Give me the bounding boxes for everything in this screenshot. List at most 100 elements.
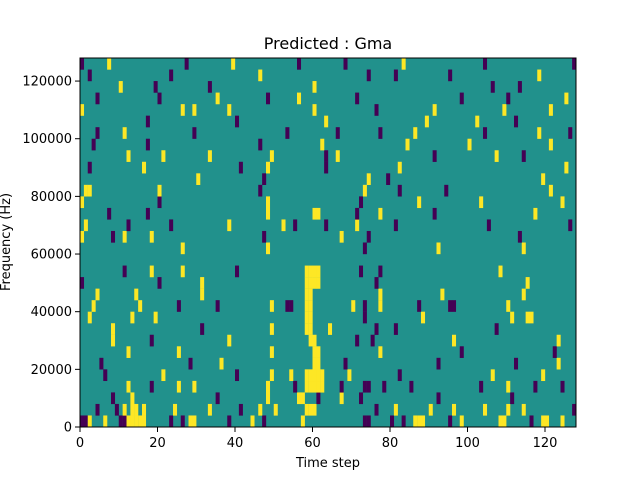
- heatmap-cell: [552, 346, 557, 358]
- heatmap-cell: [262, 173, 267, 185]
- heatmap-cell: [324, 115, 329, 128]
- heatmap-cell: [145, 138, 150, 151]
- heatmap-cell: [126, 380, 131, 393]
- heatmap-cell: [304, 277, 309, 289]
- heatmap-cell: [506, 300, 511, 312]
- heatmap-cell: [432, 207, 437, 220]
- heatmap-cell: [308, 380, 313, 393]
- heatmap-cell: [316, 369, 321, 382]
- heatmap-cell: [436, 392, 441, 405]
- heatmap-cell: [134, 403, 139, 416]
- heatmap-cell: [324, 161, 329, 174]
- heatmap-cell: [308, 300, 313, 312]
- heatmap-cell: [316, 346, 321, 358]
- heatmap-cell: [362, 184, 367, 197]
- plot-area: [79, 57, 577, 428]
- heatmap-cell: [304, 288, 309, 301]
- heatmap-cell: [560, 380, 565, 393]
- heatmap-cell: [529, 415, 534, 428]
- heatmap-cell: [479, 196, 484, 209]
- heatmap-cell: [308, 403, 313, 416]
- heatmap-cell: [80, 58, 85, 70]
- heatmap-cell: [572, 58, 577, 70]
- heatmap-cell: [459, 415, 464, 428]
- heatmap-cell: [312, 334, 317, 347]
- heatmap-cell: [304, 323, 309, 335]
- heatmap-cell: [285, 127, 290, 139]
- heatmap-cell: [83, 184, 88, 197]
- heatmap-cell: [421, 415, 426, 428]
- heatmap-cell: [452, 300, 457, 312]
- y-tick-label: 120000: [22, 75, 72, 90]
- heatmap-cell: [548, 104, 553, 116]
- heatmap-cell: [200, 277, 205, 289]
- heatmap-cell: [188, 415, 193, 428]
- heatmap-cell: [452, 334, 457, 347]
- heatmap-cell: [80, 277, 85, 289]
- heatmap-cell: [397, 184, 402, 197]
- heatmap-cell: [316, 392, 321, 405]
- heatmap-cell: [130, 415, 135, 428]
- heatmap-cell: [269, 369, 274, 382]
- heatmap-cell: [378, 207, 383, 220]
- heatmap-cell: [258, 69, 263, 82]
- heatmap-cell: [153, 81, 158, 93]
- heatmap-cell: [269, 300, 274, 312]
- heatmap-cell: [529, 311, 534, 324]
- heatmap-cell: [359, 265, 364, 278]
- heatmap-cell: [87, 161, 92, 174]
- heatmap-cell: [533, 380, 538, 393]
- heatmap-cell: [312, 265, 317, 278]
- heatmap-cell: [169, 69, 174, 82]
- heatmap-cell: [533, 207, 538, 220]
- heatmap-cell: [300, 392, 305, 405]
- heatmap-cell: [374, 104, 379, 116]
- heatmap-cell: [107, 58, 112, 70]
- heatmap-cell: [366, 69, 371, 82]
- heatmap-cell: [304, 380, 309, 393]
- heatmap-cell: [122, 403, 127, 416]
- heatmap-cell: [122, 230, 127, 243]
- heatmap-cell: [343, 357, 348, 370]
- heatmap-cell: [153, 311, 158, 324]
- heatmap-cell: [432, 104, 437, 116]
- heatmap-cell: [339, 392, 344, 405]
- x-axis-ticks: 0 20 40 60 80 100 120: [76, 427, 557, 451]
- heatmap-cell: [180, 415, 185, 428]
- heatmap-cell: [297, 58, 302, 70]
- heatmap-cell: [374, 277, 379, 289]
- heatmap-cell: [293, 219, 298, 232]
- heatmap-cell: [308, 311, 313, 324]
- heatmap-cell: [227, 219, 232, 232]
- heatmap-cell: [262, 415, 267, 428]
- heatmap-cell: [366, 380, 371, 393]
- heatmap-cell: [157, 196, 162, 209]
- heatmap-cell: [517, 81, 522, 93]
- y-tick-label: 60000: [31, 248, 72, 263]
- heatmap-cell: [510, 311, 515, 324]
- heatmap-cell: [134, 288, 139, 301]
- heatmap-cell: [196, 173, 201, 185]
- heatmap-cell: [424, 115, 429, 128]
- heatmap-cell: [192, 415, 197, 428]
- heatmap-cell: [126, 219, 131, 232]
- heatmap-cell: [192, 127, 197, 139]
- heatmap-cell: [486, 219, 491, 232]
- heatmap-cell: [339, 230, 344, 243]
- heatmap-cell: [118, 81, 123, 93]
- heatmap-cell: [393, 323, 398, 335]
- heatmap-cell: [149, 230, 154, 243]
- heatmap-cell: [192, 104, 197, 116]
- heatmap-cell: [297, 92, 302, 105]
- heatmap-cell: [227, 104, 232, 116]
- heatmap-cell: [304, 300, 309, 312]
- heatmap-cell: [215, 92, 220, 105]
- heatmap-cell: [521, 242, 526, 255]
- heatmap-cell: [200, 323, 205, 335]
- heatmap-cell: [494, 150, 499, 162]
- heatmap-cell: [142, 403, 147, 416]
- heatmap-cell: [382, 380, 387, 393]
- heatmap-cell: [514, 357, 519, 370]
- heatmap-cell: [328, 323, 333, 335]
